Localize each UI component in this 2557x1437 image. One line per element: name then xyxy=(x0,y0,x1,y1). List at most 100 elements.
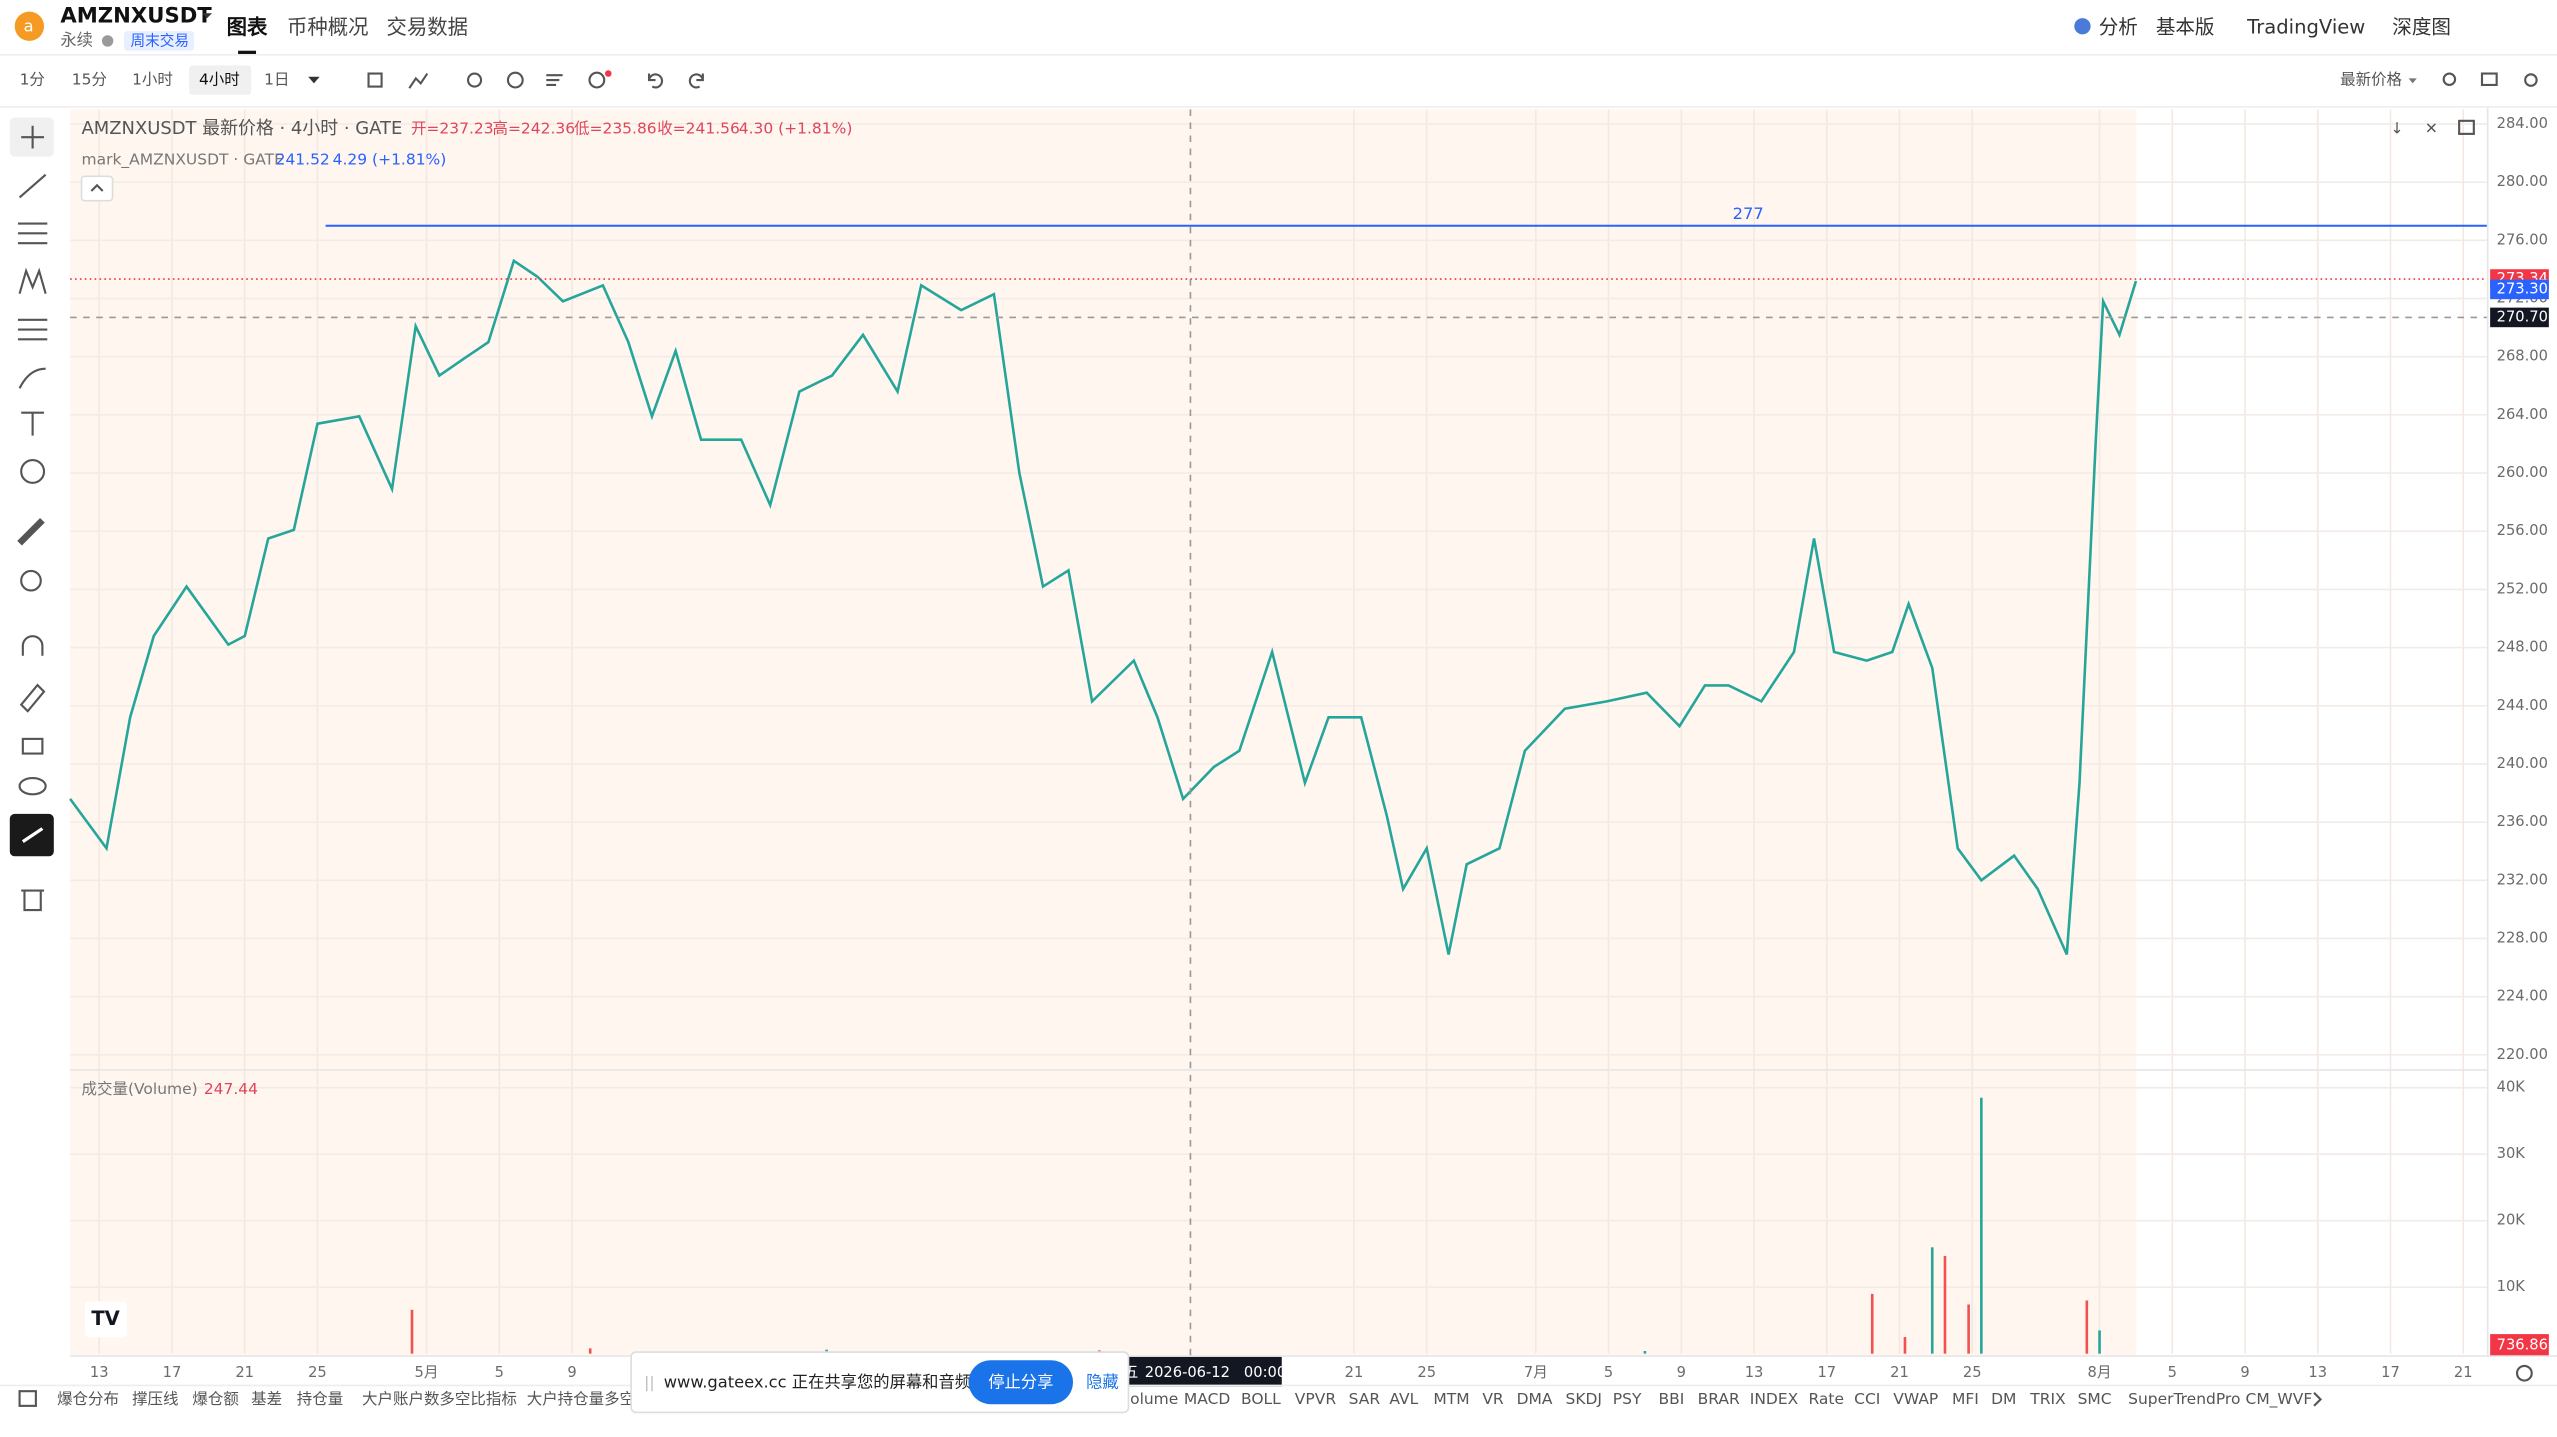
header-link[interactable]: 基本版 xyxy=(2156,15,2215,38)
y-tick-label: 256.00 xyxy=(2497,522,2548,539)
x-tick-label: 17 xyxy=(163,1364,182,1381)
search-icon[interactable] xyxy=(2442,72,2457,87)
indicator-tab[interactable]: CCI xyxy=(1854,1390,1880,1408)
x-tick-label: 9 xyxy=(567,1364,576,1381)
header-link[interactable]: TradingView xyxy=(2246,15,2365,38)
interval[interactable]: 1日 xyxy=(264,71,289,89)
indicator-tab[interactable]: INDEX xyxy=(1750,1390,1799,1408)
alert-icon[interactable] xyxy=(466,72,483,88)
candle-icon[interactable] xyxy=(367,72,383,88)
indicator-tab[interactable]: MFI xyxy=(1952,1390,1979,1408)
pane-down[interactable]: ↓ xyxy=(2391,119,2404,137)
hide-share[interactable]: 隐藏 xyxy=(1086,1373,1119,1392)
price-mode[interactable]: 最新价格 xyxy=(2340,71,2402,89)
toolbar-icons xyxy=(367,70,704,89)
indicator-tab[interactable]: BBI xyxy=(1658,1390,1684,1408)
indicator-tab[interactable]: SAR xyxy=(1349,1390,1381,1408)
magnet-tool[interactable] xyxy=(21,635,44,656)
brush-tool[interactable] xyxy=(18,367,46,389)
text-tool[interactable] xyxy=(21,411,45,436)
legend-title: AMZNXUSDT 最新价格 · 4小时 · GATE xyxy=(82,118,403,139)
indicator-tab[interactable]: 基差 xyxy=(251,1390,282,1408)
camera-icon[interactable] xyxy=(2480,72,2498,87)
indicator-tab[interactable]: 大户持仓量多空比 xyxy=(527,1390,651,1408)
symbol-dropdown[interactable] xyxy=(202,13,212,19)
trendline-tool[interactable] xyxy=(18,173,47,199)
volume-bar xyxy=(1870,1293,1874,1354)
replay-icon[interactable] xyxy=(506,71,524,89)
lock-tool[interactable] xyxy=(21,737,44,755)
collapse-button[interactable] xyxy=(80,175,114,202)
template-icon[interactable] xyxy=(546,74,563,87)
indicator-tab[interactable]: 大户账户数多空比指标 xyxy=(362,1390,517,1408)
header-link[interactable]: 分析 xyxy=(2099,15,2138,38)
indicator-tab[interactable]: SuperTrendPro xyxy=(2128,1390,2240,1408)
indicator-tab[interactable]: 持仓量 xyxy=(297,1390,343,1408)
indicator-tab[interactable]: CM_WVF xyxy=(2246,1390,2313,1409)
indicator-tab[interactable]: DM xyxy=(1991,1390,2016,1408)
indicator-tab[interactable]: SMC xyxy=(2078,1390,2112,1408)
indicator-tab[interactable]: MACD xyxy=(1184,1390,1230,1408)
pane-collapse[interactable]: ✕ xyxy=(2425,119,2438,137)
pane-maximize[interactable] xyxy=(2458,119,2475,135)
visibility-tool[interactable] xyxy=(18,776,47,796)
volume-tick-label: 20K xyxy=(2497,1212,2526,1229)
delete-tool[interactable] xyxy=(21,889,45,912)
settings-icon[interactable] xyxy=(2524,73,2538,87)
volume-bar xyxy=(410,1309,414,1354)
x-tick-label: 5 xyxy=(1604,1364,1613,1381)
indicator-tab[interactable]: 爆仓分布 xyxy=(57,1389,119,1408)
indicator-tab[interactable]: Rate xyxy=(1808,1390,1844,1408)
crosshair-tool[interactable] xyxy=(21,125,45,149)
tab[interactable]: 交易数据 xyxy=(386,15,468,39)
x-tick-label: 13 xyxy=(1745,1364,1764,1381)
redo-icon[interactable] xyxy=(688,73,704,89)
undo-icon[interactable] xyxy=(647,73,664,89)
indicator-tab[interactable]: PSY xyxy=(1613,1390,1642,1408)
price-mode-dropdown[interactable] xyxy=(2408,78,2417,84)
symbol[interactable]: AMZNXUSDT xyxy=(60,2,212,27)
bottom-icon[interactable] xyxy=(18,1390,37,1407)
axis-settings[interactable] xyxy=(2515,1364,2533,1382)
indicator-tab[interactable]: VPVR xyxy=(1295,1390,1337,1408)
channel-tool[interactable] xyxy=(17,222,48,245)
share-grip[interactable]: || xyxy=(644,1374,654,1392)
header-link[interactable]: 深度图 xyxy=(2392,15,2451,38)
indicator-tab[interactable]: BRAR xyxy=(1698,1390,1740,1408)
link-tool[interactable] xyxy=(21,827,44,843)
indicator-tab[interactable]: MTM xyxy=(1433,1390,1469,1408)
interval[interactable]: 15分 xyxy=(72,71,107,89)
stop-share-text[interactable]: 停止分享 xyxy=(988,1373,1053,1392)
x-tick-label: 21 xyxy=(2454,1364,2473,1381)
emoji-tool[interactable] xyxy=(20,458,46,484)
interval[interactable]: 4小时 xyxy=(199,71,240,89)
interval[interactable]: 1小时 xyxy=(132,71,173,89)
indicator-tab[interactable]: VR xyxy=(1482,1390,1504,1408)
zoom-tool[interactable] xyxy=(20,569,42,592)
bottom-more[interactable] xyxy=(2313,1392,2323,1407)
x-tick-label: 13 xyxy=(2308,1364,2327,1381)
pattern-tool[interactable] xyxy=(18,267,47,294)
indicator-tab[interactable]: 爆仓额 xyxy=(192,1389,239,1408)
fib-tool[interactable] xyxy=(17,318,48,341)
indicator-tab[interactable]: olume xyxy=(1130,1390,1178,1408)
indicator-tab[interactable]: BOLL xyxy=(1241,1390,1281,1408)
interval[interactable]: 1分 xyxy=(20,71,45,89)
tab[interactable]: 图表 xyxy=(227,15,268,39)
interval-dropdown[interactable] xyxy=(308,76,320,84)
indicator-tab[interactable]: 撑压线 xyxy=(132,1390,178,1408)
indicator-tab[interactable]: TRIX xyxy=(2029,1390,2066,1408)
indicator-tab[interactable]: VWAP xyxy=(1893,1390,1938,1408)
lock-draw-tool[interactable] xyxy=(19,683,46,713)
left-tools xyxy=(9,117,54,912)
indicator-tab[interactable]: DMA xyxy=(1517,1390,1553,1408)
indicator-icon[interactable] xyxy=(408,72,429,89)
ruler-tool[interactable] xyxy=(17,518,45,546)
tab[interactable]: 币种概况 xyxy=(287,15,369,39)
indicator-tab[interactable]: AVL xyxy=(1389,1390,1418,1408)
info-icon[interactable] xyxy=(101,35,114,47)
add-icon[interactable] xyxy=(588,71,606,89)
stop-share-button[interactable] xyxy=(968,1360,1074,1405)
indicator-tab[interactable]: SKDJ xyxy=(1566,1390,1602,1408)
coin-logo xyxy=(14,11,45,41)
